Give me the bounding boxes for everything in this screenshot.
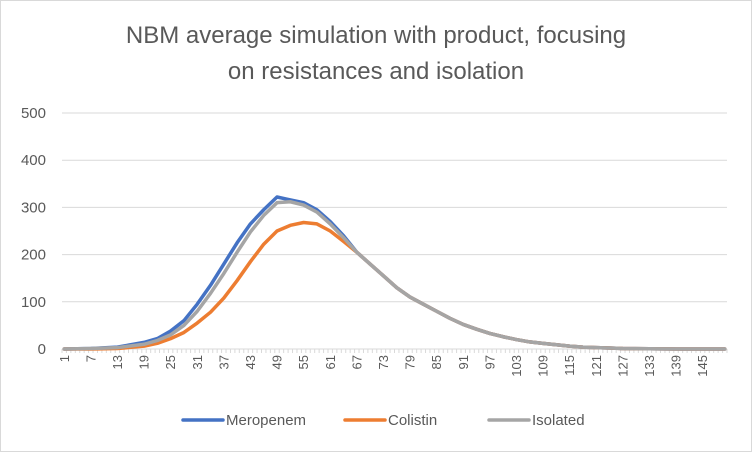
- y-tick-label: 500: [21, 105, 46, 122]
- x-tick-label: 97: [482, 355, 497, 369]
- x-tick-label: 13: [110, 355, 125, 369]
- x-tick-label: 133: [642, 355, 657, 377]
- legend-label-isolated: Isolated: [532, 412, 585, 429]
- x-tick-label: 91: [456, 355, 471, 369]
- x-tick-label: 145: [695, 355, 710, 377]
- y-tick-label: 200: [21, 247, 46, 264]
- series-lines: [62, 195, 727, 351]
- x-tick-label: 127: [615, 355, 630, 377]
- legend-label-colistin: Colistin: [388, 412, 437, 429]
- y-axis-ticks: 0 100 200 300 400 500: [21, 105, 46, 358]
- series-line-isolated: [62, 199, 727, 351]
- series-line-meropenem: [62, 195, 727, 351]
- x-tick-label: 49: [270, 355, 285, 369]
- x-tick-label: 115: [562, 355, 577, 376]
- x-tick-label: 73: [376, 355, 391, 369]
- y-tick-label: 400: [21, 152, 46, 169]
- x-tick-label: 25: [163, 355, 178, 369]
- x-tick-label: 1: [57, 355, 72, 362]
- x-tick-label: 31: [190, 355, 205, 369]
- x-tick-label: 55: [296, 355, 311, 369]
- x-tick-label: 67: [349, 355, 364, 369]
- chart-title: NBM average simulation with product, foc…: [0, 18, 752, 90]
- chart-title-line-1: NBM average simulation with product, foc…: [125, 22, 627, 49]
- x-tick-label: 109: [536, 355, 551, 377]
- x-tick-label: 37: [216, 355, 231, 369]
- x-axis-ticks: 1 7 13 19 25 31 37 43 49 55 61 67 73 79 85 91 97 103 109 11…: [57, 349, 728, 377]
- x-tick-label: 79: [403, 355, 418, 369]
- x-tick-label: 85: [429, 355, 444, 369]
- gridlines: [62, 112, 727, 303]
- x-tick-label: 121: [589, 355, 604, 377]
- y-tick-label: 0: [38, 341, 46, 358]
- legend-label-meropenem: Meropenem: [226, 412, 306, 429]
- x-tick-label: 103: [509, 355, 524, 377]
- x-tick-label: 139: [669, 355, 684, 377]
- x-tick-label: 61: [323, 355, 338, 369]
- legend: Meropenem Colistin Isolated: [181, 412, 585, 429]
- x-tick-label: 7: [83, 355, 98, 362]
- x-tick-label: 43: [243, 355, 258, 369]
- y-tick-label: 300: [21, 199, 46, 216]
- y-tick-label: 100: [21, 294, 46, 311]
- chart-title-line-2: on resistances and isolation: [227, 58, 525, 85]
- x-tick-label: 19: [137, 355, 152, 369]
